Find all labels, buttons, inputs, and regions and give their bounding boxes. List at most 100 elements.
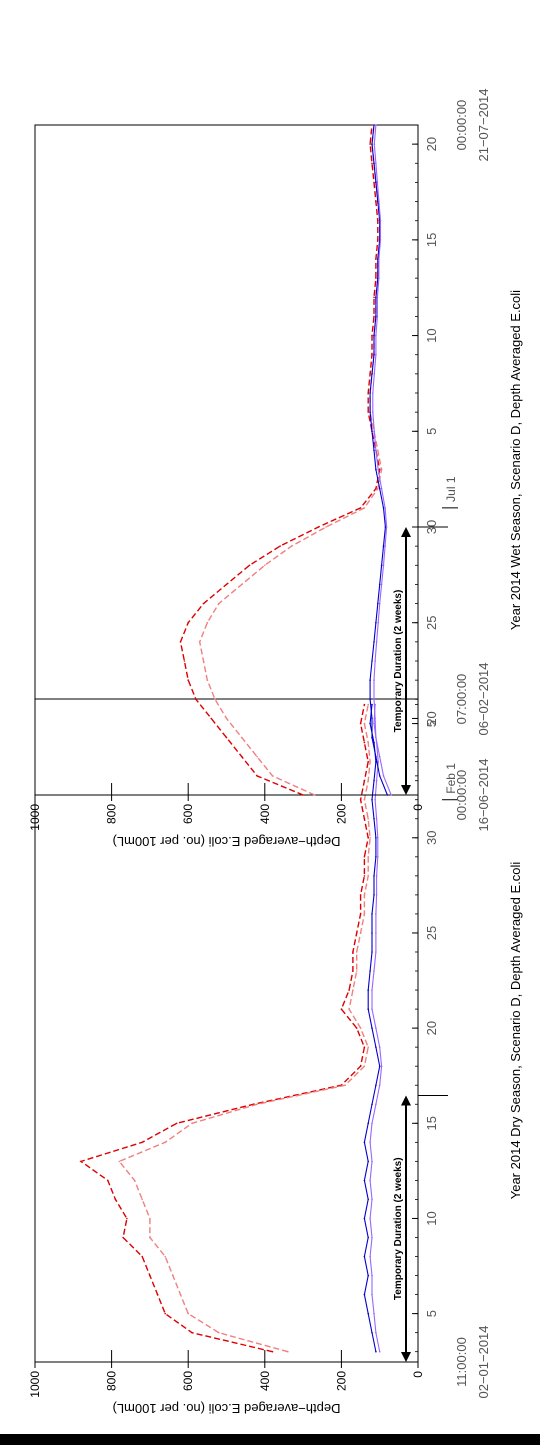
data-point [378, 258, 380, 260]
data-point [369, 373, 371, 375]
bottom-border-bar [0, 1434, 540, 1445]
data-point [218, 1331, 220, 1334]
series-line-0 [79, 704, 369, 1353]
data-point [382, 775, 385, 777]
data-point [375, 855, 377, 858]
y-tick-label: 600 [181, 1371, 195, 1391]
data-point [375, 836, 377, 839]
data-point [367, 1236, 370, 1239]
data-point [375, 736, 377, 739]
y-tick-label: 1000 [28, 804, 42, 831]
data-point [363, 1046, 366, 1048]
data-point [371, 143, 373, 145]
data-point [369, 679, 371, 681]
data-point [363, 722, 366, 725]
data-point [107, 1179, 109, 1182]
data-point [373, 679, 375, 681]
data-point [122, 1236, 124, 1239]
data-point [375, 755, 377, 758]
y-tick-label: 0 [411, 1371, 425, 1378]
data-point [371, 1274, 373, 1277]
data-point [172, 1274, 174, 1277]
data-point [375, 779, 378, 782]
series-line-2 [369, 124, 388, 796]
data-point [363, 507, 366, 509]
data-point [367, 703, 370, 706]
data-point [378, 487, 381, 490]
month-marker: Feb 1 [442, 763, 458, 801]
data-point [371, 1293, 373, 1296]
data-point [375, 296, 377, 299]
data-point [363, 1255, 366, 1258]
data-point [375, 162, 377, 165]
end-date-label: 21−07−2014 [476, 88, 491, 161]
data-point [206, 621, 209, 624]
data-point [371, 989, 373, 991]
data-point [164, 1141, 166, 1144]
data-point [377, 621, 380, 624]
data-point [355, 951, 358, 953]
x-tick-label: 20 [424, 137, 439, 151]
data-point [179, 1293, 182, 1296]
data-point [382, 507, 385, 509]
data-point [363, 855, 366, 858]
chart-caption: Year 2014 Dry Season, Scenario D, Depth … [508, 862, 523, 1200]
data-point [375, 277, 377, 279]
data-point [355, 932, 358, 934]
data-point [379, 219, 382, 222]
data-point [379, 239, 382, 241]
data-point [369, 1141, 371, 1144]
data-point [271, 775, 274, 777]
data-point [279, 545, 281, 547]
data-point [371, 660, 373, 662]
data-point [377, 468, 380, 471]
data-point [377, 219, 379, 222]
data-point [378, 200, 380, 203]
data-point [375, 258, 377, 260]
data-point [363, 1065, 366, 1067]
data-point [384, 526, 387, 528]
data-point [377, 760, 380, 763]
month-marker-label: Jul 1 [444, 476, 458, 502]
x-tick-label: 30 [424, 831, 439, 845]
series-line-1 [198, 124, 383, 796]
data-point [371, 124, 373, 126]
data-point [359, 798, 362, 801]
data-point [371, 736, 373, 739]
data-point [374, 798, 376, 801]
data-point [367, 1122, 370, 1125]
end-time-label: 07:00:00 [454, 674, 469, 725]
y-tick-label: 200 [334, 1371, 348, 1391]
data-point [325, 526, 327, 528]
data-point [363, 894, 366, 896]
data-point [377, 277, 379, 279]
y-tick-label: 1000 [28, 1371, 42, 1398]
x-tick-label: 25 [424, 615, 439, 629]
start-time-label: 11:00:00 [454, 1337, 469, 1387]
data-point [359, 1065, 362, 1067]
data-point [378, 1046, 381, 1048]
data-point [373, 162, 375, 165]
data-point [367, 760, 370, 763]
data-point [378, 1350, 381, 1353]
data-point [375, 817, 378, 820]
data-point [241, 583, 243, 586]
x-tick-label: 15 [424, 1116, 439, 1130]
data-point [359, 932, 362, 934]
y-tick-label: 400 [258, 1371, 272, 1391]
data-point [340, 1008, 343, 1010]
data-point [359, 722, 362, 725]
data-point [373, 722, 375, 725]
data-point [118, 1160, 121, 1163]
duration-annotation-text: Temporary Duration (2 weeks) [393, 1157, 404, 1300]
data-point [371, 951, 373, 953]
data-point [377, 200, 379, 203]
data-point [373, 970, 375, 972]
data-point [384, 507, 386, 509]
data-point [385, 526, 388, 528]
data-point [371, 1160, 373, 1163]
data-point [377, 855, 379, 858]
data-point [179, 641, 182, 643]
